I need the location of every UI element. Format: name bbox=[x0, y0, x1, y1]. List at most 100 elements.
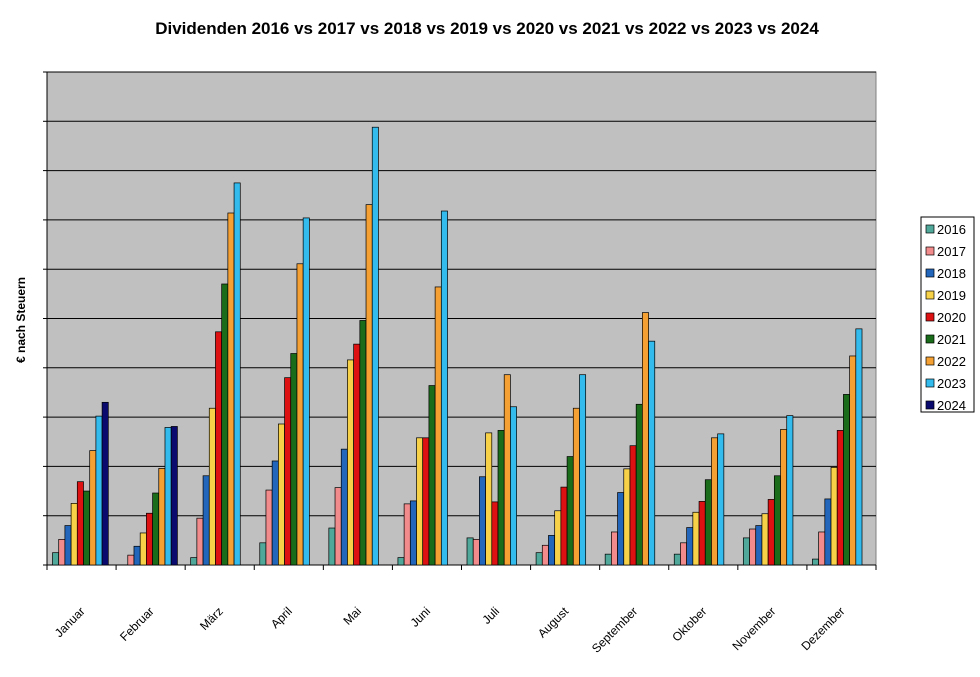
bar bbox=[780, 429, 788, 566]
bar bbox=[70, 503, 78, 566]
x-tick-label: Dezember bbox=[799, 604, 848, 653]
bar bbox=[371, 126, 379, 566]
legend-label: 2017 bbox=[937, 244, 966, 259]
bar bbox=[503, 374, 511, 566]
x-tick-label: August bbox=[535, 604, 572, 641]
legend-label: 2020 bbox=[937, 310, 966, 325]
bar bbox=[328, 527, 336, 566]
bar bbox=[58, 539, 66, 566]
bar bbox=[604, 553, 612, 566]
bar bbox=[208, 407, 216, 566]
bar bbox=[830, 467, 838, 566]
bar bbox=[560, 486, 568, 566]
bar bbox=[548, 535, 556, 566]
bar bbox=[296, 263, 304, 566]
bar bbox=[347, 359, 354, 566]
bar bbox=[152, 492, 160, 566]
bar bbox=[89, 450, 97, 566]
legend-label: 2021 bbox=[937, 332, 966, 347]
bar bbox=[284, 377, 292, 566]
bar bbox=[824, 498, 832, 566]
bar bbox=[491, 501, 499, 566]
bar bbox=[139, 532, 147, 566]
bar bbox=[365, 204, 373, 566]
bar bbox=[717, 433, 725, 566]
bar bbox=[290, 353, 298, 566]
x-tick-label: Juni bbox=[408, 604, 433, 629]
bar bbox=[485, 432, 493, 566]
x-tick-label: Oktober bbox=[669, 604, 709, 644]
bar bbox=[422, 437, 430, 566]
bar bbox=[416, 437, 424, 566]
bar bbox=[642, 312, 649, 566]
bar bbox=[611, 531, 618, 566]
bar bbox=[629, 445, 637, 566]
bar bbox=[466, 537, 474, 566]
legend-swatch bbox=[925, 224, 935, 234]
bar bbox=[146, 512, 153, 566]
bar bbox=[158, 468, 166, 566]
bar bbox=[259, 542, 267, 566]
legend-swatch bbox=[925, 400, 935, 410]
bar bbox=[133, 545, 141, 566]
bar bbox=[428, 385, 436, 566]
bar bbox=[648, 340, 656, 566]
x-tick-label: November bbox=[729, 604, 778, 653]
bar bbox=[497, 430, 505, 566]
legend-label: 2024 bbox=[937, 398, 966, 413]
bar bbox=[673, 553, 681, 566]
bar bbox=[278, 423, 285, 566]
bar bbox=[95, 415, 103, 566]
bar bbox=[127, 554, 135, 566]
bar bbox=[623, 468, 631, 566]
bar bbox=[472, 539, 480, 566]
legend-label: 2023 bbox=[937, 376, 966, 391]
x-tick-label: März bbox=[197, 604, 226, 633]
legend-swatch bbox=[925, 334, 935, 344]
legend-swatch bbox=[925, 378, 935, 388]
bar bbox=[76, 481, 84, 566]
bar bbox=[855, 328, 863, 566]
bar bbox=[812, 558, 819, 566]
legend-swatch bbox=[925, 356, 935, 366]
bar bbox=[196, 517, 204, 566]
bar bbox=[680, 542, 688, 566]
bar bbox=[572, 407, 580, 566]
bar bbox=[786, 415, 794, 566]
bar bbox=[359, 320, 367, 566]
bar bbox=[843, 394, 850, 566]
x-tick-label: April bbox=[268, 604, 295, 631]
bar bbox=[221, 283, 229, 566]
bar bbox=[440, 210, 448, 566]
bar bbox=[434, 286, 442, 566]
bar bbox=[190, 557, 198, 566]
x-tick-label: Juli bbox=[480, 604, 503, 627]
bar bbox=[767, 499, 775, 566]
legend-swatch bbox=[925, 246, 935, 256]
legend-swatch bbox=[925, 268, 935, 278]
bar bbox=[215, 331, 223, 566]
bar bbox=[397, 557, 405, 566]
bar bbox=[271, 460, 279, 566]
bar bbox=[749, 528, 757, 566]
bar bbox=[836, 430, 844, 566]
bar bbox=[403, 503, 411, 566]
legend-label: 2018 bbox=[937, 266, 966, 281]
legend: 2016 2017 2018 2019 2020 2021 2022 2023 2024 bbox=[920, 216, 975, 413]
bar bbox=[52, 552, 60, 566]
bar bbox=[755, 525, 763, 566]
legend-label: 2022 bbox=[937, 354, 966, 369]
bar bbox=[818, 531, 826, 566]
legend-label: 2019 bbox=[937, 288, 966, 303]
bar bbox=[566, 456, 574, 566]
bar bbox=[849, 355, 857, 566]
bar bbox=[265, 489, 273, 566]
bar bbox=[233, 182, 241, 566]
bar bbox=[353, 343, 361, 566]
bar bbox=[742, 537, 750, 566]
bar bbox=[227, 212, 235, 566]
bar bbox=[202, 475, 210, 566]
bar bbox=[698, 501, 706, 566]
bar bbox=[692, 511, 700, 566]
legend-label: 2016 bbox=[937, 222, 966, 237]
